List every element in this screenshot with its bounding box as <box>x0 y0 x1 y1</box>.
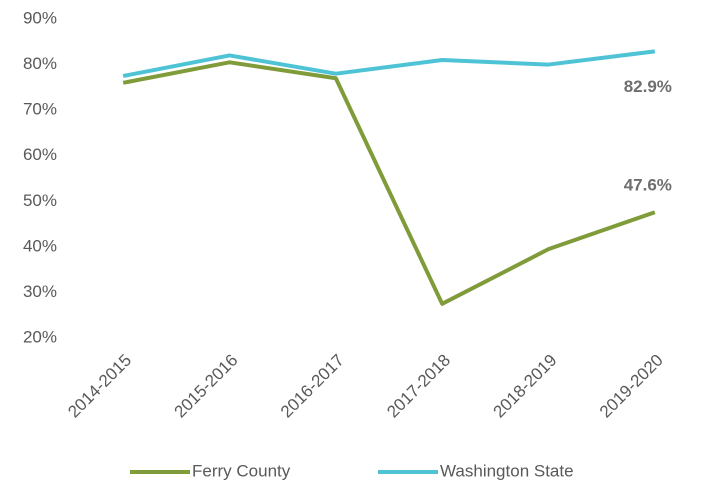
y-tick-label: 80% <box>23 54 57 73</box>
x-tick-label: 2015-2016 <box>171 351 242 422</box>
series-line <box>122 49 656 78</box>
value-label: 82.9% <box>624 77 672 96</box>
y-tick-label: 70% <box>23 100 57 119</box>
x-tick-label: 2014-2015 <box>64 351 135 422</box>
y-tick-label: 50% <box>23 191 57 210</box>
x-tick-label: 2018-2019 <box>490 351 561 422</box>
x-tick-label: 2016-2017 <box>277 351 348 422</box>
series-line <box>122 60 656 306</box>
x-tick-label: 2019-2020 <box>596 351 667 422</box>
y-tick-label: 20% <box>23 327 57 346</box>
y-tick-label: 90% <box>23 8 57 27</box>
legend-label: Washington State <box>440 461 574 480</box>
x-tick-label: 2017-2018 <box>383 351 454 422</box>
y-tick-label: 40% <box>23 236 57 255</box>
y-tick-label: 60% <box>23 145 57 164</box>
value-label: 47.6% <box>624 176 672 195</box>
legend-label: Ferry County <box>192 461 291 480</box>
y-tick-label: 30% <box>23 282 57 301</box>
